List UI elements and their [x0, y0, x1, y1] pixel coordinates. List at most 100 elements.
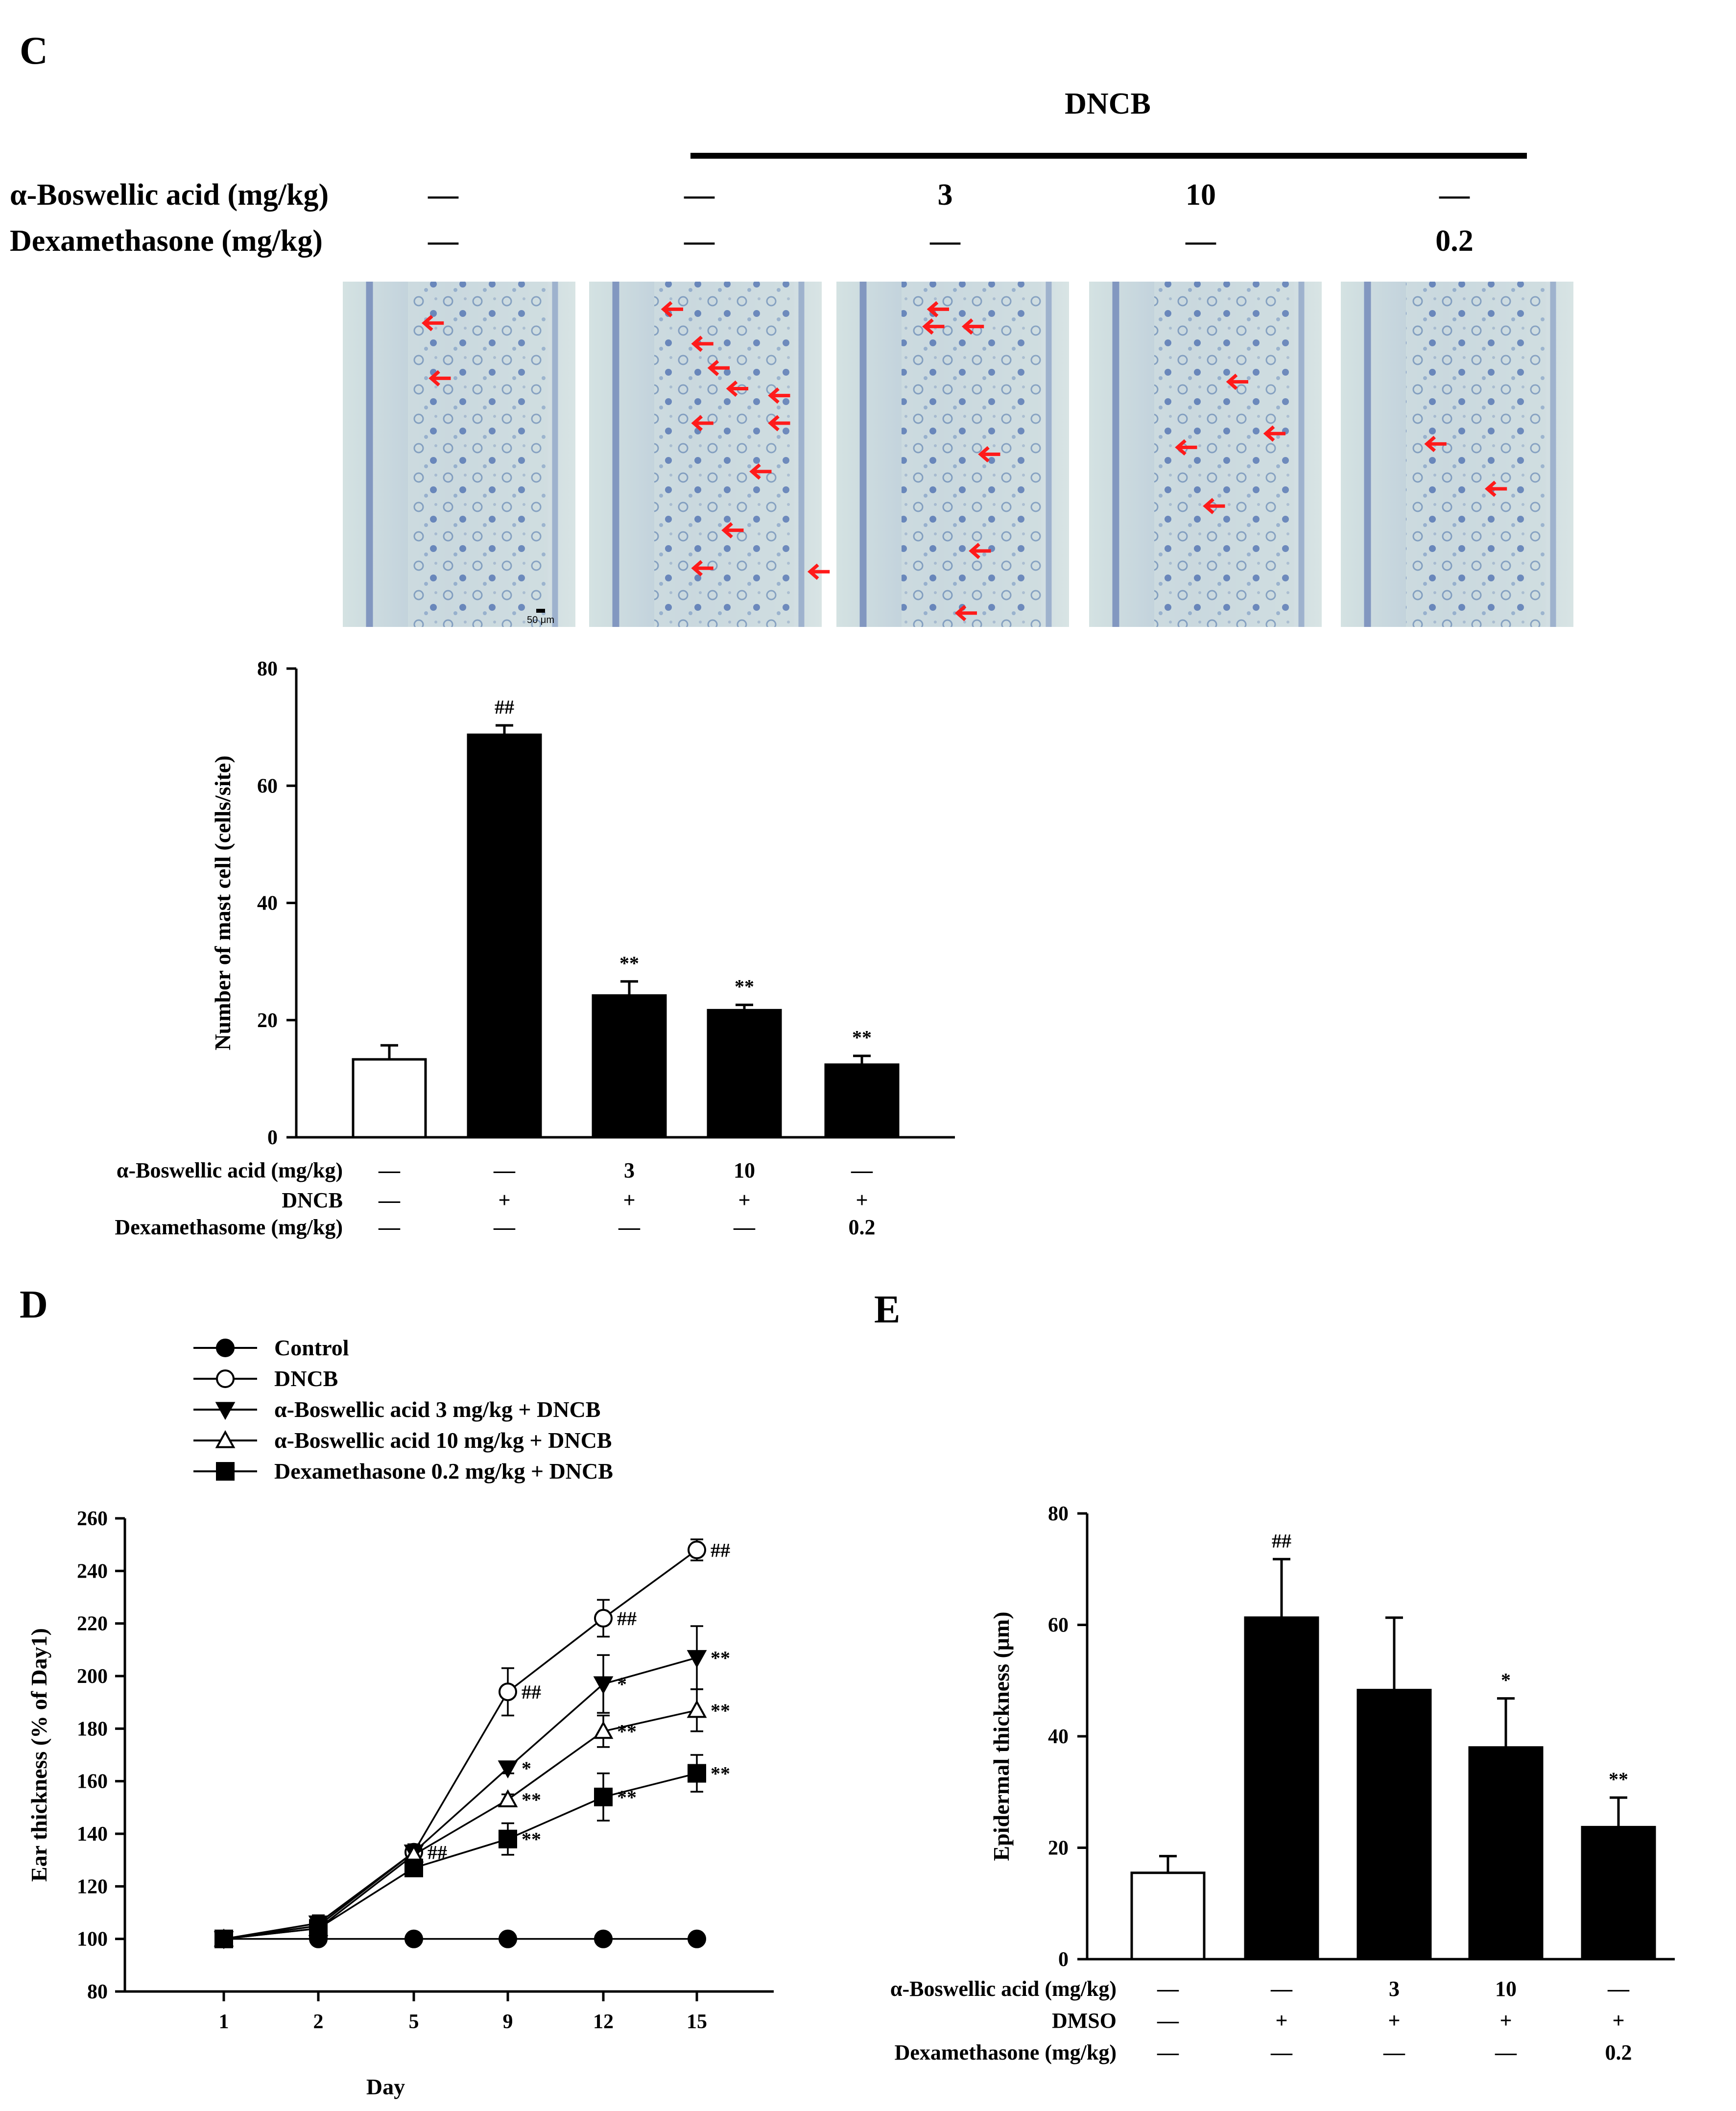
treatment-cell: + — [738, 1188, 750, 1212]
micrograph-4 — [1089, 282, 1322, 627]
data-point — [498, 1789, 518, 1807]
y-tick-label: 20 — [1048, 1837, 1069, 1860]
treatment-cell: + — [623, 1188, 635, 1212]
y-tick-label: 0 — [1058, 1948, 1069, 1971]
significance-mark: ** — [522, 1828, 541, 1850]
significance-mark: ## — [711, 1539, 730, 1561]
y-tick-label: 80 — [87, 1981, 108, 2003]
treatment-row-label: DNCB — [282, 1188, 343, 1212]
y-tick-label: 160 — [77, 1771, 108, 1793]
micrograph-epidermis — [552, 282, 558, 627]
significance-mark: ** — [617, 1721, 637, 1743]
mast-cell-arrow-icon — [1424, 435, 1436, 452]
y-tick-label: 80 — [1048, 1503, 1069, 1525]
treatment-cell: + — [1612, 2009, 1624, 2033]
mast-cell-arrow-icon — [768, 387, 780, 404]
micrograph-epidermis — [1550, 282, 1556, 627]
y-axis-label: Ear thickness (% of Day1) — [26, 1628, 51, 1882]
data-point — [498, 1760, 518, 1778]
chart-e-treatment-table: α-Boswellic acid (mg/kg) — — 3 10 — DMSO — + + + + D… — [890, 1977, 1632, 2064]
mast-cell-arrow-icon — [969, 543, 980, 559]
micrograph-epidermis — [1112, 282, 1119, 627]
treatment-cell: + — [1499, 2009, 1512, 2033]
treatment-cell: — — [1157, 1977, 1179, 2001]
data-point — [688, 1929, 706, 1948]
bar — [1581, 1825, 1656, 1961]
y-tick-label: 260 — [77, 1508, 108, 1530]
treatment-cell: 0.2 — [1605, 2040, 1632, 2064]
significance-mark: ** — [711, 1700, 730, 1722]
treatment-cell: — — [1157, 2040, 1179, 2064]
micrograph-epidermis — [612, 282, 619, 627]
micrograph-cells — [1406, 282, 1546, 627]
treatment-cell: — — [378, 1215, 401, 1239]
series-line — [223, 1709, 697, 1940]
data-point — [593, 1676, 614, 1695]
header-cell: — — [929, 224, 961, 258]
series-1 — [214, 1929, 706, 1948]
legend-label: α-Boswellic acid 3 mg/kg + DNCB — [274, 1397, 600, 1422]
treatment-cell: 3 — [1389, 1977, 1400, 2001]
mast-cell-arrow-icon — [1203, 498, 1214, 514]
header-row-label: Dexamethasone (mg/kg) — [10, 224, 323, 258]
y-tick-label: 240 — [77, 1560, 108, 1583]
mast-cell-arrow-icon — [691, 560, 703, 576]
header-cell: 3 — [938, 178, 953, 212]
data-point — [687, 1700, 707, 1718]
chart-c-treatment-table: α-Boswellic acid (mg/kg) — — 3 10 — DNCB — + + + + D… — [115, 1158, 875, 1239]
series-line — [223, 1549, 698, 1940]
header-cell: 10 — [1186, 178, 1216, 212]
chart-c-mast-cells: 0 20 40 60 80 Number of mast cell (cells/site… — [210, 658, 955, 1149]
header-cell: — — [428, 178, 459, 212]
mast-cell-arrow-icon — [691, 336, 703, 352]
bar — [824, 1063, 900, 1139]
treatment-cell: — — [1270, 1977, 1293, 2001]
y-tick-label: 180 — [77, 1718, 108, 1740]
treatment-cell: — — [378, 1158, 401, 1182]
significance-mark: * — [1501, 1669, 1511, 1691]
data-point — [499, 1682, 517, 1702]
treatment-cell: — — [378, 1188, 401, 1212]
header-cell: — — [428, 224, 459, 258]
mast-cell-arrow-icon — [707, 360, 719, 376]
data-point — [594, 1929, 613, 1948]
bar — [592, 994, 667, 1139]
mast-cell-arrow-icon — [1226, 373, 1238, 390]
significance-mark: ** — [735, 976, 754, 998]
series-5: ** ** ** — [214, 1754, 730, 1948]
header-row-label: α-Boswellic acid (mg/kg) — [10, 178, 329, 212]
data-point — [215, 1402, 236, 1420]
micrograph-1: 50 μm — [343, 282, 575, 627]
x-axis-label: Day — [366, 2074, 405, 2099]
mast-cell-arrow-icon — [1484, 480, 1497, 497]
mast-cell-arrow-icon — [922, 318, 934, 335]
series-line — [223, 1656, 697, 1940]
mast-cell-arrow-icon — [421, 314, 433, 332]
series-2: ######## — [214, 1538, 730, 1948]
y-tick-label: 0 — [267, 1127, 278, 1149]
micrograph-epidermis — [366, 282, 373, 627]
treatment-row-label: α-Boswellic acid (mg/kg) — [117, 1158, 343, 1182]
significance-mark: ** — [522, 1789, 541, 1811]
micrograph-epidermis — [1046, 282, 1052, 627]
data-point — [216, 1339, 235, 1357]
micrograph-cells — [1154, 282, 1294, 627]
significance-mark: ** — [852, 1027, 872, 1049]
significance-mark: ## — [617, 1607, 637, 1630]
mast-cell-arrow-icon — [954, 605, 967, 622]
y-tick-label: 220 — [77, 1613, 108, 1635]
legend: Control DNCB α-Boswellic acid 3 mg/kg + DN… — [193, 1335, 613, 1484]
micrograph-epidermis — [1298, 282, 1305, 627]
data-point — [687, 1650, 707, 1668]
micrograph-epidermis — [859, 282, 867, 627]
significance-mark: ## — [1272, 1530, 1291, 1552]
bar — [1356, 1689, 1432, 1961]
treatment-cell: 0.2 — [849, 1215, 876, 1239]
bar — [707, 1008, 782, 1139]
significance-mark: ** — [711, 1763, 730, 1785]
mast-cell-arrow-icon — [978, 446, 990, 463]
x-tick-label: 15 — [687, 2011, 707, 2033]
bar — [1130, 1871, 1206, 1961]
legend-label: Dexamethasone 0.2 mg/kg + DNCB — [274, 1459, 613, 1484]
mast-cell-arrow-icon — [1175, 439, 1187, 456]
